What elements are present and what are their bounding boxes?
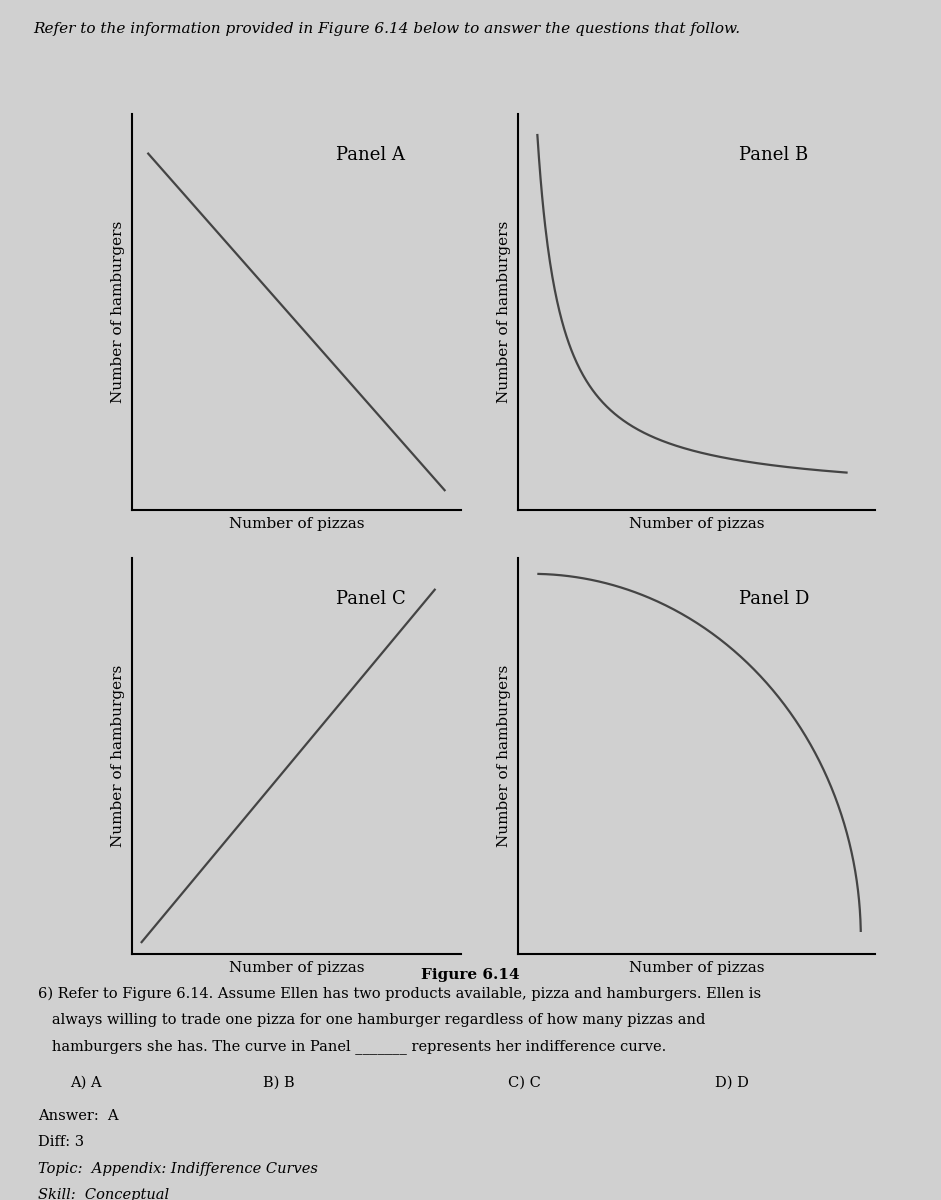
Text: Refer to the information provided in Figure 6.14 below to answer the questions t: Refer to the information provided in Fig…: [33, 22, 740, 36]
Text: Answer:  A: Answer: A: [38, 1109, 119, 1123]
Text: Skill:  Conceptual: Skill: Conceptual: [38, 1188, 168, 1200]
Text: Figure 6.14: Figure 6.14: [422, 968, 519, 983]
X-axis label: Number of pizzas: Number of pizzas: [629, 517, 764, 530]
Y-axis label: Number of hamburgers: Number of hamburgers: [111, 221, 125, 403]
Text: Diff: 3: Diff: 3: [38, 1135, 84, 1150]
Text: Panel C: Panel C: [336, 589, 406, 607]
X-axis label: Number of pizzas: Number of pizzas: [629, 961, 764, 974]
Y-axis label: Number of hamburgers: Number of hamburgers: [497, 665, 511, 847]
Text: C) C: C) C: [508, 1075, 541, 1090]
Text: Topic:  Appendix: Indifference Curves: Topic: Appendix: Indifference Curves: [38, 1162, 317, 1176]
X-axis label: Number of pizzas: Number of pizzas: [229, 961, 364, 974]
Text: B) B: B) B: [263, 1075, 295, 1090]
Text: Panel A: Panel A: [336, 145, 405, 163]
Text: A) A: A) A: [71, 1075, 103, 1090]
Text: D) D: D) D: [715, 1075, 749, 1090]
Text: hamburgers she has. The curve in Panel _______ represents her indifference curve: hamburgers she has. The curve in Panel _…: [38, 1039, 666, 1054]
Text: Panel B: Panel B: [740, 145, 808, 163]
Text: always willing to trade one pizza for one hamburger regardless of how many pizza: always willing to trade one pizza for on…: [38, 1013, 705, 1027]
Y-axis label: Number of hamburgers: Number of hamburgers: [111, 665, 125, 847]
Text: Panel D: Panel D: [740, 589, 809, 607]
X-axis label: Number of pizzas: Number of pizzas: [229, 517, 364, 530]
Text: 6) Refer to Figure 6.14. Assume Ellen has two products available, pizza and hamb: 6) Refer to Figure 6.14. Assume Ellen ha…: [38, 986, 760, 1001]
Y-axis label: Number of hamburgers: Number of hamburgers: [497, 221, 511, 403]
